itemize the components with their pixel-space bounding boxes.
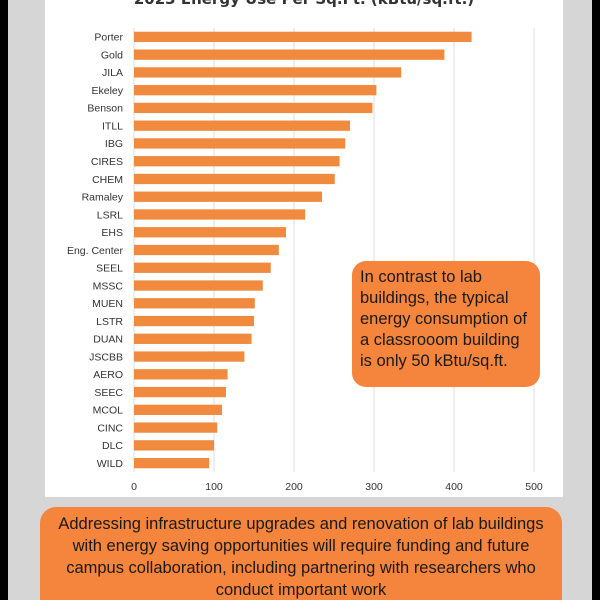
- y-tick-label: SEEL: [96, 263, 123, 275]
- bar-ibg: [134, 138, 346, 149]
- classroom-callout: In contrast to lab buildings, the typica…: [352, 261, 540, 387]
- x-tick-label: 300: [365, 481, 383, 493]
- bar-duan: [134, 333, 252, 344]
- y-tick-label: CHEM: [92, 174, 123, 186]
- x-tick-label: 0: [131, 481, 137, 493]
- y-tick-label: JILA: [102, 67, 123, 79]
- y-tick-label: Gold: [101, 49, 123, 61]
- y-tick-label: Ramaley: [82, 192, 124, 204]
- y-tick-label: MSSC: [93, 280, 124, 292]
- y-tick-label: MCOL: [93, 405, 123, 417]
- bar-jila: [134, 67, 402, 78]
- bar-seec: [134, 386, 226, 398]
- x-tick-label: 500: [525, 481, 543, 493]
- bar-dlc: [134, 440, 214, 451]
- bar-mcol: [134, 404, 222, 415]
- y-tick-label: CINC: [97, 422, 123, 434]
- infographic-panel: 2023 Energy Use Per Sq.Ft. (kBtu/sq.ft.)…: [8, 0, 592, 600]
- bar-ehs: [134, 227, 286, 238]
- callout-text: In contrast to lab buildings, the typica…: [360, 268, 527, 370]
- bar-ramaley: [134, 191, 322, 202]
- x-tick-label: 200: [285, 481, 303, 493]
- y-tick-label: LSRL: [97, 209, 123, 221]
- y-tick-label: EHS: [101, 227, 123, 239]
- bar-itll: [134, 120, 350, 131]
- y-tick-label: ITLL: [102, 120, 123, 132]
- y-tick-label: LSTR: [96, 316, 123, 328]
- bar-ekeley: [134, 85, 377, 96]
- bar-muen: [134, 298, 255, 309]
- x-tick-label: 100: [205, 481, 223, 493]
- y-tick-label: Benson: [87, 103, 123, 115]
- bar-jscbb: [134, 351, 245, 362]
- bottom-note-text: Addressing infrastructure upgrades and r…: [58, 515, 544, 599]
- y-tick-label: SEEC: [94, 387, 123, 399]
- y-tick-label: MUEN: [92, 298, 123, 310]
- bar-seel: [134, 262, 271, 273]
- chart-title: 2023 Energy Use Per Sq.Ft. (kBtu/sq.ft.): [45, 0, 563, 8]
- y-tick-label: CIRES: [91, 156, 123, 168]
- bar-cires: [134, 156, 340, 167]
- bar-lsrl: [134, 209, 306, 220]
- bar-chem: [134, 173, 335, 185]
- bar-chart: 0 100 200 300 400 500 Porter Gold JILA Ekeley Bens…: [67, 28, 543, 493]
- chart-card: 2023 Energy Use Per Sq.Ft. (kBtu/sq.ft.)…: [45, 0, 563, 497]
- y-tick-label: Ekeley: [91, 85, 123, 97]
- bar-benson: [134, 102, 373, 114]
- bar-lstr: [134, 315, 254, 327]
- y-tick-label: IBG: [105, 138, 123, 150]
- bar-porter: [134, 31, 472, 43]
- y-tick-label: DLC: [102, 440, 123, 452]
- bar-eng-center: [134, 244, 279, 256]
- bottom-note: Addressing infrastructure upgrades and r…: [40, 507, 562, 600]
- bar-cinc: [134, 422, 218, 433]
- bar-aero: [134, 369, 228, 380]
- bar-wild: [134, 457, 210, 469]
- bar-gold: [134, 49, 445, 60]
- y-tick-label: WILD: [97, 458, 124, 470]
- bar-mssc: [134, 280, 263, 291]
- y-tick-label: DUAN: [93, 334, 123, 346]
- y-tick-label: AERO: [93, 369, 123, 381]
- x-tick-label: 400: [445, 481, 463, 493]
- y-tick-label: Porter: [94, 32, 123, 44]
- y-tick-label: Eng. Center: [67, 245, 124, 257]
- y-tick-label: JSCBB: [89, 351, 123, 363]
